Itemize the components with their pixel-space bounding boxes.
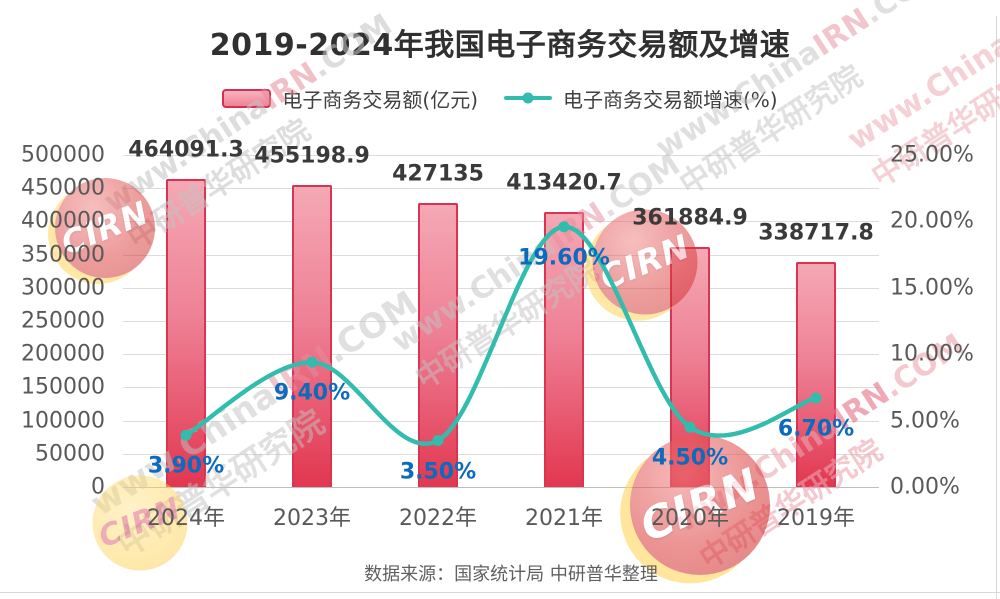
bottom-divider [0, 592, 1000, 593]
y-axis-label-left: 0 [91, 474, 105, 500]
y-axis-label-right: 25.00% [890, 142, 974, 168]
growth-value-label: 4.50% [651, 445, 729, 471]
bar [292, 184, 332, 487]
gridline [123, 420, 879, 422]
gridline [123, 354, 879, 356]
bar-value-label: 361884.9 [632, 205, 748, 231]
gridline [123, 487, 879, 488]
y-axis-label-right: 20.00% [890, 208, 974, 234]
x-axis-label: 2023年 [273, 506, 351, 531]
legend-item-bar: 电子商务交易额(亿元) [222, 84, 478, 113]
y-axis-label-left: 400000 [21, 208, 105, 234]
gridline [123, 221, 879, 223]
gridline [123, 188, 879, 190]
y-axis-label-right: 10.00% [890, 341, 974, 367]
source-note: 数据来源：国家统计局 中研普华整理 [364, 564, 658, 585]
y-axis-label-left: 50000 [35, 441, 105, 467]
y-axis-label-left: 450000 [21, 175, 105, 201]
bar [418, 203, 458, 487]
line-marker-icon [504, 92, 552, 104]
right-divider [996, 16, 997, 599]
y-axis-label-left: 350000 [21, 242, 105, 268]
chart-title: 2019-2024年我国电子商务交易额及增速 [209, 28, 791, 63]
growth-value-label: 19.60% [518, 245, 610, 271]
legend-label-line: 电子商务交易额增速(%) [563, 87, 778, 112]
bar [166, 178, 206, 487]
gridline [123, 155, 879, 156]
y-axis-label-right: 5.00% [890, 408, 960, 434]
bar-value-label: 455198.9 [254, 143, 370, 169]
bar-value-label: 413420.7 [506, 170, 622, 196]
y-axis-label-left: 250000 [21, 308, 105, 334]
bar [796, 262, 836, 487]
gridline [123, 387, 879, 389]
bar-swatch-icon [222, 88, 272, 108]
x-axis-label: 2019年 [777, 506, 855, 531]
gridline [123, 254, 879, 256]
x-axis-label: 2020年 [651, 506, 729, 531]
growth-value-label: 9.40% [273, 380, 351, 406]
y-axis-label-right: 15.00% [890, 275, 974, 301]
x-axis-label: 2021年 [525, 506, 603, 531]
gridline [123, 287, 879, 289]
gridline [123, 321, 879, 322]
growth-line [183, 224, 819, 446]
y-axis-label-left: 200000 [21, 341, 105, 367]
bar-value-label: 338717.8 [758, 220, 874, 246]
x-axis-label: 2022年 [399, 506, 477, 531]
legend-label-bar: 电子商务交易额(亿元) [282, 87, 478, 112]
y-axis-label-left: 150000 [21, 374, 105, 400]
y-axis-label-left: 300000 [21, 275, 105, 301]
bar-value-label: 464091.3 [128, 137, 244, 163]
y-axis-label-left: 100000 [21, 408, 105, 434]
growth-value-label: 3.90% [147, 453, 225, 479]
gridline [123, 453, 879, 455]
x-axis-label: 2024年 [147, 506, 225, 531]
bar-value-label: 427135 [392, 161, 484, 187]
legend-item-line: 电子商务交易额增速(%) [504, 84, 778, 113]
legend: 电子商务交易额(亿元) 电子商务交易额增速(%) [0, 84, 1000, 113]
growth-value-label: 6.70% [777, 416, 855, 442]
y-axis-label-left: 500000 [21, 142, 105, 168]
growth-value-label: 3.50% [399, 459, 477, 485]
y-axis-label-right: 0.00% [890, 474, 960, 500]
